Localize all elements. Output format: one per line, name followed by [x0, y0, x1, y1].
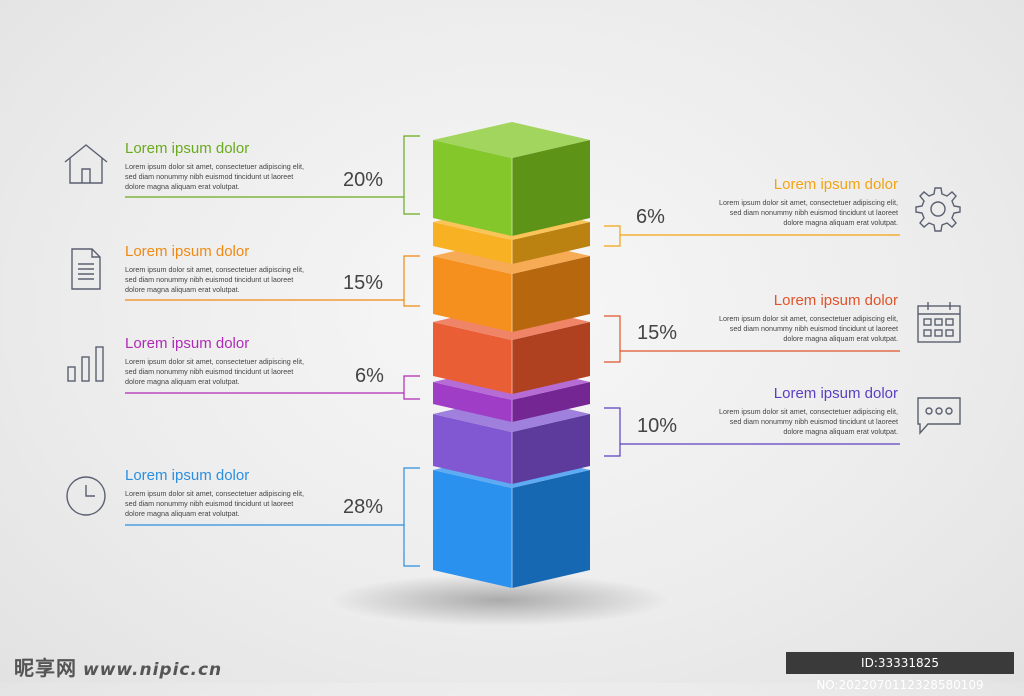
left-item-3-connector: [125, 375, 420, 394]
right-item-1-bracket-bottom: [604, 235, 621, 247]
left-item-2-bracket-bottom: [403, 300, 420, 307]
stack-segment-4-left-face: [433, 322, 512, 394]
left-item-3-percent: 6%: [355, 365, 384, 387]
stack-segment-7-right-face: [512, 470, 590, 588]
right-item-2-bracket-bottom: [604, 351, 621, 363]
stack-segment-6-right-face: [512, 414, 590, 484]
right-item-3-percent: 10%: [637, 415, 678, 437]
right-item-3-desc: Lorem ipsum dolor sit amet, consectetuer…: [719, 407, 898, 436]
speech-bubble-icon: [917, 397, 961, 435]
stack-segment-3-right-face: [512, 256, 590, 332]
left-item-1-title: Lorem ipsum dolor: [125, 140, 250, 157]
right-item-1-desc: Lorem ipsum dolor sit amet, consectetuer…: [719, 198, 898, 227]
right-item-3-connector: [604, 407, 900, 445]
connector-lines: [125, 135, 900, 567]
left-item-3: Lorem ipsum dolor Lorem ipsum dolor sit …: [125, 335, 425, 387]
stack-segment-1-left-face: [433, 140, 512, 236]
right-item-3: Lorem ipsum dolor Lorem ipsum dolor sit …: [598, 385, 898, 437]
right-item-3-title: Lorem ipsum dolor: [773, 385, 898, 402]
left-item-4-connector: [125, 467, 420, 526]
clock-icon: [66, 476, 106, 516]
left-item-2-percent: 15%: [343, 272, 384, 294]
stack-segment-1-top-face: [433, 122, 590, 158]
gear-icon: [915, 187, 961, 232]
left-item-2: Lorem ipsum dolor Lorem ipsum dolor sit …: [125, 243, 425, 295]
left-item-4-desc: Lorem ipsum dolor sit amet, consectetuer…: [125, 489, 304, 518]
stack-segment-1-right-face: [512, 140, 590, 236]
stack-shadow: [330, 574, 670, 626]
left-item-1-percent: 20%: [343, 169, 384, 191]
left-item-2-desc: Lorem ipsum dolor sit amet, consectetuer…: [125, 265, 304, 294]
calendar-icon: [917, 302, 961, 343]
left-item-1-desc: Lorem ipsum dolor sit amet, consectetuer…: [125, 162, 304, 191]
right-item-2-desc: Lorem ipsum dolor sit amet, consectetuer…: [719, 314, 898, 343]
left-item-1-bracket-bottom: [403, 197, 420, 215]
left-item-4: Lorem ipsum dolor Lorem ipsum dolor sit …: [125, 467, 425, 519]
stack-segment-2-left-face: [433, 222, 512, 264]
right-item-3-bracket-bottom: [604, 444, 621, 457]
left-item-2-connector: [125, 255, 420, 301]
house-icon: [64, 144, 108, 184]
right-item-1: Lorem ipsum dolor Lorem ipsum dolor sit …: [598, 176, 898, 228]
watermark-id: ID:33331825 NO:20220701123285801​09: [786, 652, 1014, 692]
right-item-2-percent: 15%: [637, 322, 678, 344]
watermark-site-name: 昵享网: [14, 656, 77, 680]
left-item-3-desc: Lorem ipsum dolor sit amet, consectetuer…: [125, 357, 304, 386]
stack-segment-3-left-face: [433, 256, 512, 332]
bar-chart-icon: [67, 346, 104, 382]
left-item-2-title: Lorem ipsum dolor: [125, 243, 250, 260]
left-item-1: Lorem ipsum dolor Lorem ipsum dolor sit …: [125, 140, 425, 192]
watermark-site: 昵享网 www.nipic.cn: [14, 652, 222, 681]
stack-segment-4-right-face: [512, 322, 590, 394]
right-item-2: Lorem ipsum dolor Lorem ipsum dolor sit …: [598, 292, 898, 344]
right-item-1-title: Lorem ipsum dolor: [773, 176, 898, 193]
document-icon: [71, 248, 101, 290]
stack-segment-7-left-face: [433, 470, 512, 588]
right-item-2-title: Lorem ipsum dolor: [773, 292, 898, 309]
left-item-4-title: Lorem ipsum dolor: [125, 467, 250, 484]
stack-segment-5-right-face: [512, 382, 590, 422]
left-item-4-percent: 28%: [343, 496, 384, 518]
stack-segment-1: [433, 122, 590, 236]
stack-segment-2-right-face: [512, 222, 590, 264]
stack-segment-5-left-face: [433, 382, 512, 422]
left-item-3-bracket-bottom: [403, 393, 420, 400]
right-item-1-connector: [604, 225, 900, 236]
stack-segment-6-left-face: [433, 414, 512, 484]
right-item-1-percent: 6%: [636, 206, 665, 228]
left-item-4-bracket-bottom: [403, 525, 420, 567]
right-item-2-connector: [604, 315, 900, 352]
watermark-url: www.nipic.cn: [83, 660, 223, 680]
left-item-3-title: Lorem ipsum dolor: [125, 335, 250, 352]
stack-segments: [433, 122, 590, 588]
